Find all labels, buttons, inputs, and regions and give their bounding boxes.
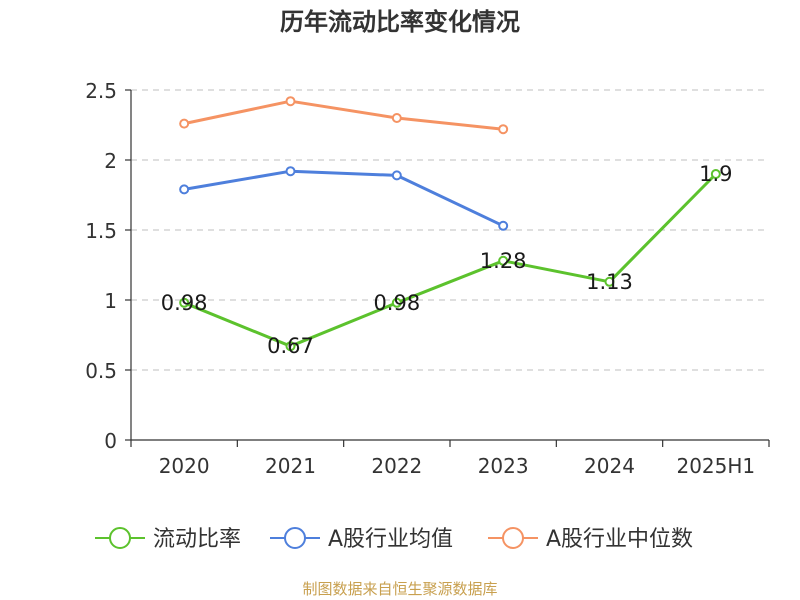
data-point <box>604 276 615 287</box>
data-point <box>285 96 296 107</box>
legend-marker <box>109 527 131 549</box>
data-point <box>498 124 509 135</box>
data-point <box>179 297 190 308</box>
legend-label: A股行业均值 <box>328 527 453 552</box>
source-note: 制图数据来自恒生聚源数据库 <box>302 580 498 598</box>
series-line <box>183 169 504 228</box>
x-tick-label: 2022 <box>371 454 422 478</box>
series-line <box>183 172 717 348</box>
data-point <box>179 184 190 195</box>
x-tick-label: 2024 <box>584 454 635 478</box>
chart-title: 历年流动比率变化情况 <box>280 8 520 36</box>
x-tick-label: 2020 <box>159 454 210 478</box>
legend-item[interactable]: 流动比率 <box>95 527 241 552</box>
data-label: 1.13 <box>586 270 633 294</box>
data-label: 0.67 <box>267 334 314 358</box>
legend-marker <box>502 527 524 549</box>
series-line <box>183 99 504 131</box>
y-tick-label: 0.5 <box>85 359 117 383</box>
legend-item[interactable]: A股行业均值 <box>270 527 453 552</box>
data-label: 1.9 <box>699 162 732 186</box>
data-point <box>391 170 402 181</box>
y-tick-label: 2 <box>104 149 117 173</box>
axes: 0 0.5 1 1.5 2 2.5 2020 2021 2022 2023 2024 2025H1 <box>85 79 770 478</box>
data-point <box>498 255 509 266</box>
legend-marker <box>284 527 306 549</box>
data-point <box>391 297 402 308</box>
data-point <box>710 169 721 179</box>
data-point <box>285 341 296 352</box>
series-lines <box>179 96 721 352</box>
y-tick-label: 1 <box>104 289 117 313</box>
data-label: 0.98 <box>161 291 208 315</box>
data-point <box>285 166 296 177</box>
legend-item[interactable]: A股行业中位数 <box>488 527 693 552</box>
data-point <box>179 118 190 129</box>
data-point <box>391 113 402 123</box>
legend-label: A股行业中位数 <box>546 527 693 552</box>
legend-label: 流动比率 <box>153 527 241 552</box>
y-tick-label: 2.5 <box>85 79 117 103</box>
data-label: 1.28 <box>480 249 527 273</box>
data-point <box>498 220 509 231</box>
x-tick-label: 2021 <box>265 454 316 478</box>
legend: 流动比率 A股行业均值 A股行业中位数 <box>95 527 693 552</box>
x-tick-label: 2023 <box>478 454 529 478</box>
y-tick-label: 0 <box>104 429 117 453</box>
grid-lines <box>131 89 769 371</box>
y-tick-label: 1.5 <box>85 219 117 243</box>
data-labels: 0.98 0.67 0.98 1.28 1.13 1.9 <box>161 162 733 358</box>
x-tick-label: 2025H1 <box>676 454 755 478</box>
data-label: 0.98 <box>373 291 420 315</box>
